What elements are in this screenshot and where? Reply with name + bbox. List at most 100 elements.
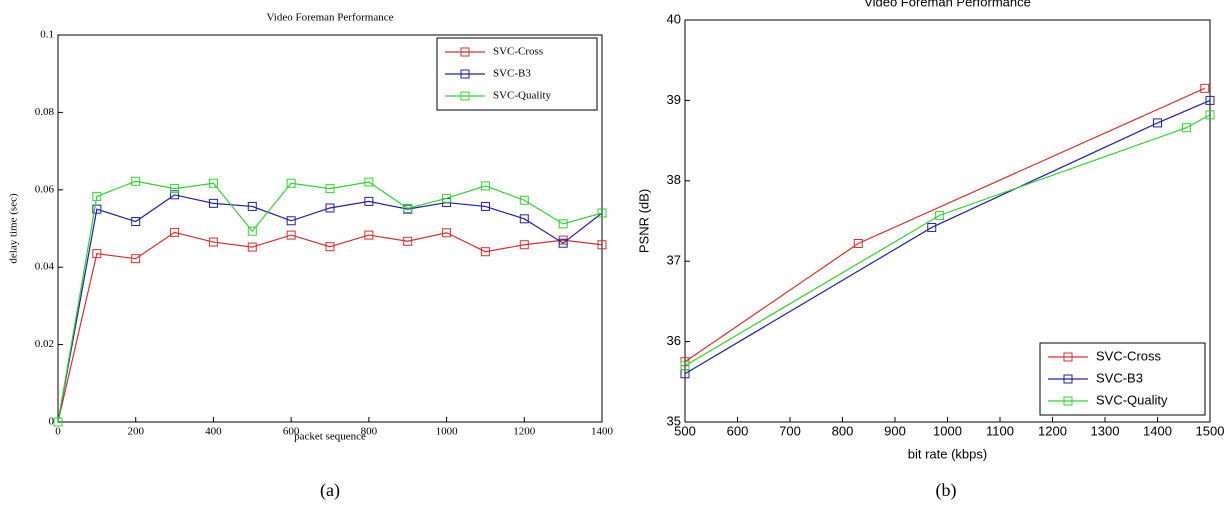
point-marker xyxy=(92,204,102,214)
point-marker xyxy=(131,254,141,264)
y-tick-label: 35 xyxy=(667,413,681,428)
point-marker xyxy=(247,242,257,252)
series-line xyxy=(684,87,1205,363)
x-tick-label: 800 xyxy=(832,423,854,438)
y-axis-label: PSNR (dB) xyxy=(636,189,651,253)
legend-label: SVC-Cross xyxy=(1096,348,1162,363)
point-marker xyxy=(364,196,374,206)
point-marker xyxy=(208,198,218,208)
point-marker xyxy=(286,230,296,240)
point-marker xyxy=(480,181,490,191)
point-marker xyxy=(442,193,452,203)
x-tick-label: 900 xyxy=(884,423,906,438)
point-marker xyxy=(597,208,607,218)
point-marker xyxy=(519,240,529,250)
legend-marker xyxy=(1063,396,1073,406)
x-tick-label: 1300 xyxy=(1091,423,1120,438)
series-line xyxy=(684,99,1211,375)
point-marker xyxy=(680,361,690,371)
point-marker xyxy=(208,237,218,247)
x-tick-label: 1400 xyxy=(591,426,614,438)
y-tick-label: 0.04 xyxy=(35,261,55,273)
series-line xyxy=(57,231,603,423)
series-line xyxy=(57,194,603,423)
x-tick-label: 1200 xyxy=(513,426,536,438)
y-tick-label: 40 xyxy=(667,11,681,26)
point-marker xyxy=(92,191,102,201)
caption: (b) xyxy=(936,480,957,501)
chart-title: Video Foreman Performance xyxy=(266,12,393,24)
x-tick-label: 800 xyxy=(361,426,378,438)
point-marker xyxy=(1153,118,1162,128)
point-marker xyxy=(519,214,529,224)
point-marker xyxy=(558,219,568,229)
legend-label: SVC-Quality xyxy=(493,90,552,102)
chart: Video Foreman Performance bit rate (kbps)… xyxy=(636,0,1224,501)
x-tick-label: 0 xyxy=(55,426,61,438)
legend-label: SVC-B3 xyxy=(1096,370,1143,385)
x-tick-label: 1500 xyxy=(1196,423,1225,438)
point-marker xyxy=(480,247,490,257)
caption: (a) xyxy=(320,480,340,501)
series-line xyxy=(684,114,1211,367)
point-marker xyxy=(1200,83,1210,93)
point-marker xyxy=(364,177,374,187)
point-marker xyxy=(364,230,374,240)
legend-marker xyxy=(1063,374,1073,384)
x-tick-label: 400 xyxy=(205,426,222,438)
legend-label: SVC-Quality xyxy=(1096,392,1168,407)
chart-title: Video Foreman Performance xyxy=(864,0,1031,9)
y-tick-label: 0.1 xyxy=(40,29,54,41)
x-tick-label: 600 xyxy=(283,426,300,438)
y-tick-label: 0.08 xyxy=(35,106,55,118)
x-axis-label: bit rate (kbps) xyxy=(908,446,987,461)
point-marker xyxy=(286,216,296,226)
point-marker xyxy=(53,417,63,427)
legend: SVC-Cross SVC-B3 SVC-Quality xyxy=(436,37,598,111)
point-marker xyxy=(558,238,568,248)
x-tick-label: 500 xyxy=(674,423,696,438)
point-marker xyxy=(247,201,257,211)
series-line xyxy=(57,180,603,423)
y-tick-label: 36 xyxy=(667,333,681,348)
y-axis-label: delay time (sec) xyxy=(8,193,20,264)
point-marker xyxy=(92,249,102,259)
point-marker xyxy=(208,178,218,188)
point-marker xyxy=(853,239,863,249)
y-tick-label: 37 xyxy=(667,253,681,268)
y-tick-label: 0.02 xyxy=(35,338,54,350)
point-marker xyxy=(325,184,335,194)
legend-label: SVC-B3 xyxy=(493,68,531,80)
y-tick-label: 38 xyxy=(667,172,681,187)
legend-marker xyxy=(460,69,470,79)
x-tick-label: 1000 xyxy=(933,423,962,438)
chart: Video Foreman Performance packet sequence… xyxy=(8,12,614,502)
x-tick-label: 1100 xyxy=(986,423,1014,438)
x-tick-label: 1400 xyxy=(1143,423,1172,438)
legend-marker xyxy=(460,47,470,57)
x-tick-label: 700 xyxy=(779,423,801,438)
point-marker xyxy=(480,201,490,211)
point-marker xyxy=(325,242,335,252)
y-tick-label: 39 xyxy=(667,92,681,107)
point-marker xyxy=(247,226,257,236)
x-tick-label: 600 xyxy=(727,423,749,438)
x-tick-label: 200 xyxy=(127,426,144,438)
point-marker xyxy=(170,227,180,237)
y-tick-label: 0 xyxy=(49,416,55,428)
point-marker xyxy=(403,203,413,213)
legend-marker xyxy=(1063,352,1073,362)
point-marker xyxy=(170,184,180,194)
x-tick-label: 1200 xyxy=(1038,423,1067,438)
point-marker xyxy=(935,210,945,220)
point-marker xyxy=(1205,110,1215,120)
point-marker xyxy=(286,178,296,188)
x-tick-label: 1000 xyxy=(436,426,459,438)
point-marker xyxy=(403,236,413,246)
point-marker xyxy=(170,190,180,200)
legend-label: SVC-Cross xyxy=(493,46,543,58)
point-marker xyxy=(519,195,529,205)
point-marker xyxy=(442,228,452,238)
point-marker xyxy=(1181,123,1191,133)
